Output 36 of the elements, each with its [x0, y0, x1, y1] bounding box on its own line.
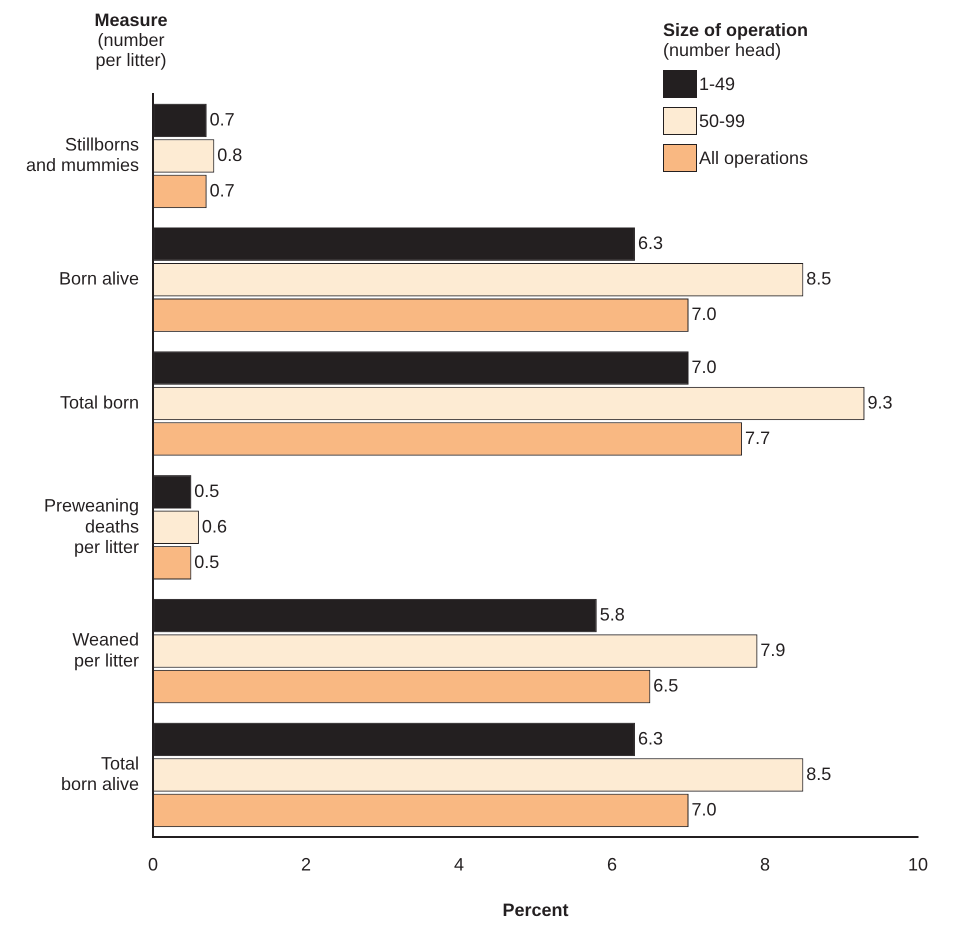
data-label: 7.9	[760, 640, 786, 660]
y-tick-label: Weaned per litter	[72, 630, 140, 670]
data-label: 0.8	[217, 144, 242, 165]
data-label: 7.0	[692, 304, 717, 324]
legend-title: Size of operation (number head)	[663, 20, 808, 60]
data-label: 7.0	[692, 356, 717, 377]
y-tick-label: Stillborns and mummies	[26, 134, 140, 176]
data-label: 0.5	[194, 552, 220, 572]
data-label: 0.5	[194, 480, 220, 501]
data-label: 0.6	[202, 516, 227, 536]
data-label: 6.5	[653, 676, 678, 696]
y-axis-title: Measure (number per litter)	[94, 10, 168, 70]
data-label: 5.8	[600, 604, 625, 625]
data-label: 6.3	[638, 728, 663, 748]
y-tick-label: Total born	[60, 392, 140, 412]
legend-label: 50-99	[699, 110, 746, 131]
data-label: 8.5	[806, 268, 832, 289]
legend-label: 1-49	[699, 74, 736, 94]
x-tick-label: 4	[454, 854, 464, 875]
legend-label: All operations	[699, 148, 808, 168]
data-label: 8.5	[806, 764, 832, 784]
x-axis-title: Percent	[502, 900, 569, 920]
y-tick-label: Total born alive	[60, 754, 140, 794]
x-tick-label: 8	[760, 854, 770, 875]
data-label: 6.3	[638, 233, 663, 254]
data-label: 0.7	[210, 109, 235, 130]
data-label: 9.3	[867, 392, 892, 412]
x-tick-label: 0	[148, 854, 158, 875]
data-label: 7.0	[692, 799, 717, 820]
x-tick-label: 6	[607, 854, 618, 875]
y-tick-label: Preweaning deaths per litter	[44, 496, 140, 557]
data-label: 0.7	[210, 180, 235, 200]
data-label: 7.7	[745, 428, 770, 448]
x-tick-label: 10	[908, 854, 928, 875]
y-tick-label: Born alive	[58, 268, 140, 289]
x-tick-label: 2	[301, 854, 312, 875]
